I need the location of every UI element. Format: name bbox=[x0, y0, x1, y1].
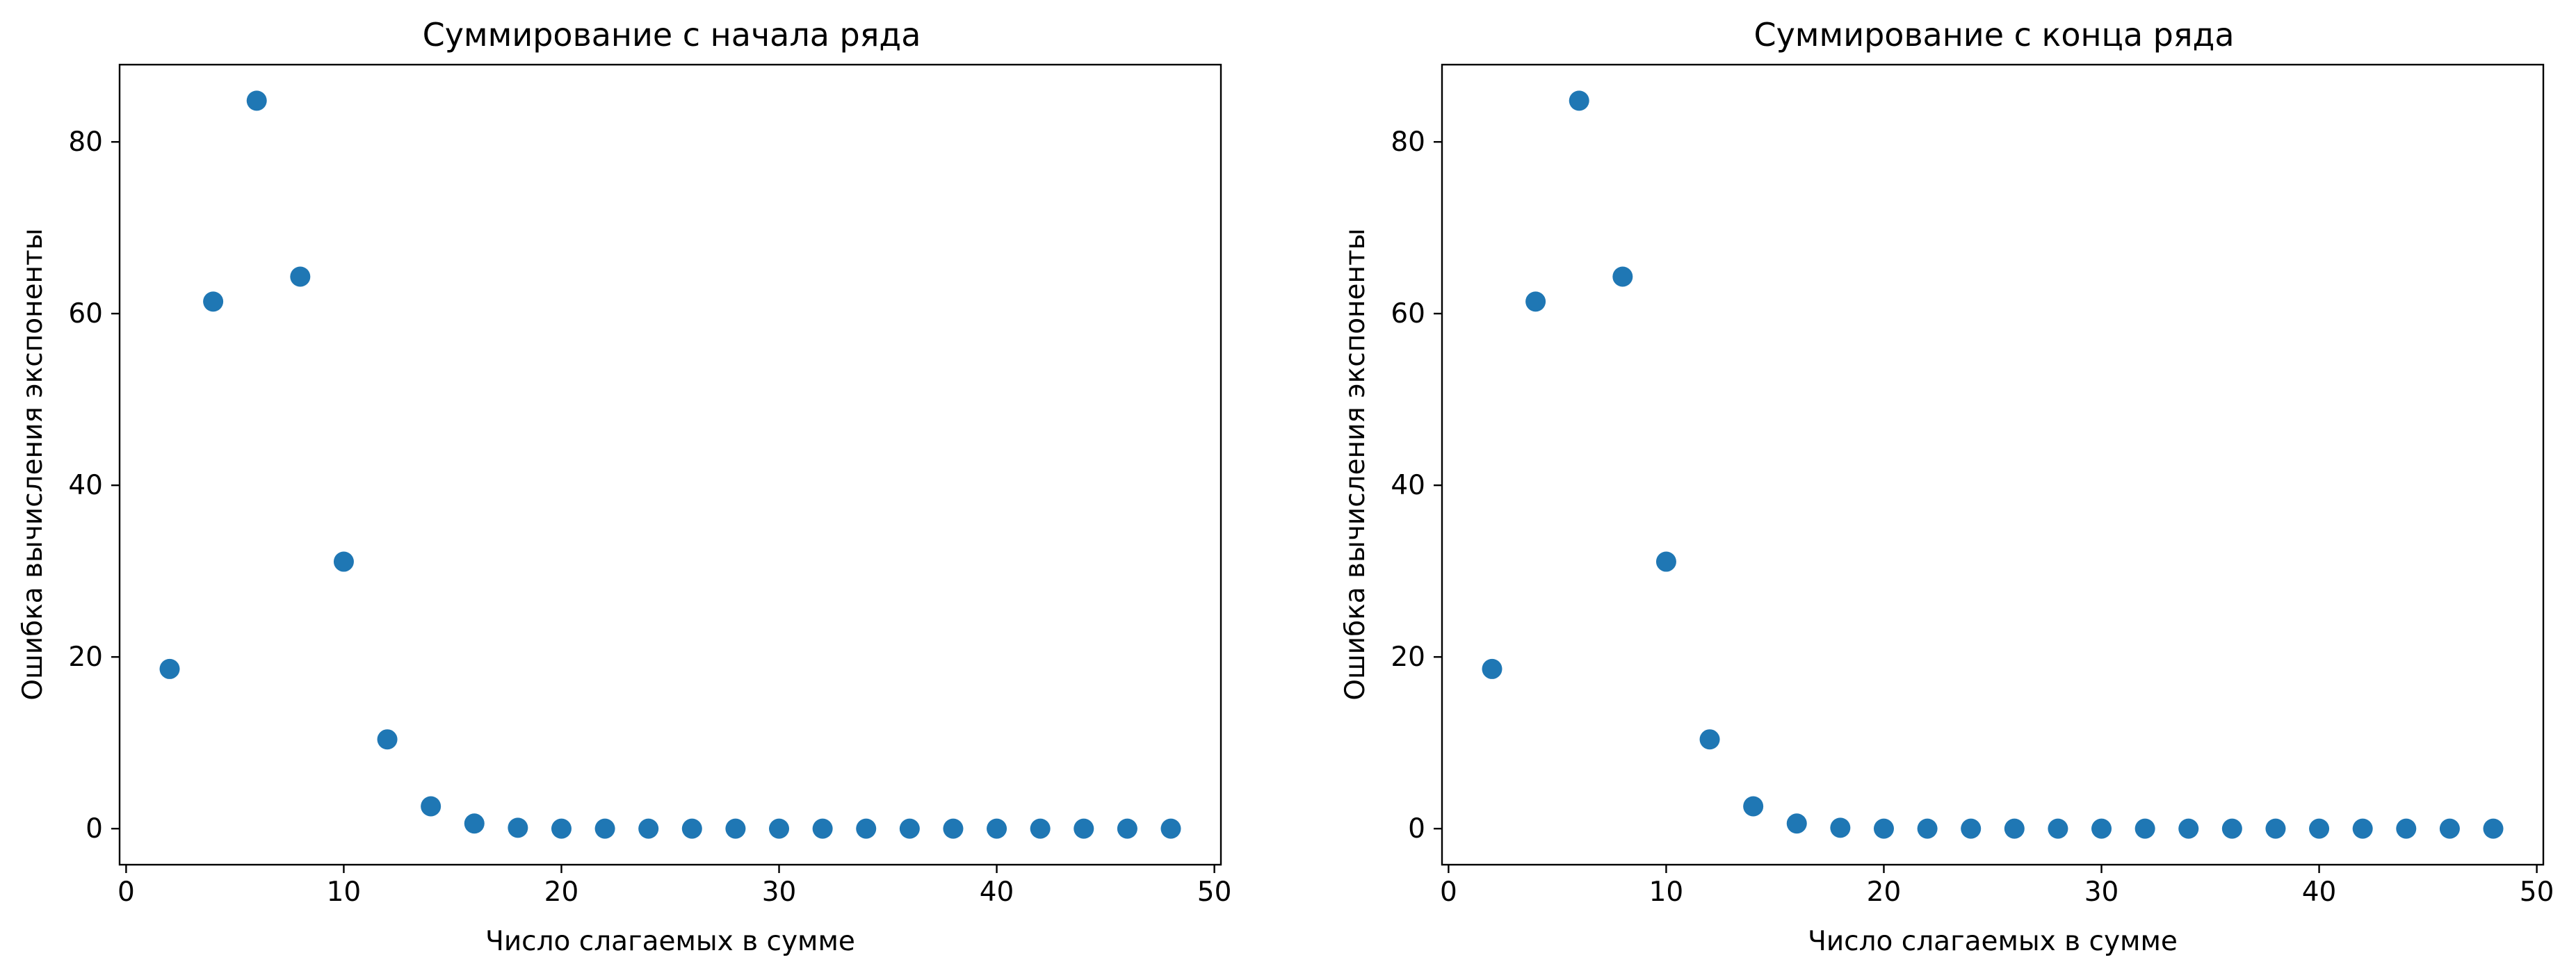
left-scatter-point bbox=[203, 291, 224, 312]
right-x-tick-label: 40 bbox=[2302, 877, 2337, 908]
right-y-tick-label: 60 bbox=[1391, 298, 1425, 329]
left-plot-frame bbox=[118, 63, 1222, 866]
left-x-axis-label: Число слагаемых в сумме bbox=[485, 926, 855, 957]
right-x-tick-label: 50 bbox=[2520, 877, 2554, 908]
left-scatter-points bbox=[159, 90, 1181, 839]
left-scatter-point bbox=[594, 818, 615, 839]
right-y-tick-label: 20 bbox=[1391, 642, 1425, 673]
left-x-axis-ticks: 0 10 20 30 40 50 bbox=[118, 865, 1231, 908]
left-y-tick-label: 0 bbox=[86, 813, 103, 845]
left-scatter-point bbox=[421, 796, 442, 817]
right-scatter-point bbox=[1569, 90, 1589, 111]
left-scatter-point bbox=[1074, 818, 1094, 839]
left-y-tick-label: 80 bbox=[68, 127, 103, 158]
right-x-tick-label: 30 bbox=[2084, 877, 2119, 908]
right-scatter-point bbox=[1917, 818, 1938, 839]
left-scatter-point bbox=[290, 266, 311, 287]
left-y-tick-label: 60 bbox=[68, 298, 103, 329]
left-scatter-point bbox=[987, 818, 1007, 839]
left-scatter-point bbox=[464, 813, 485, 834]
right-scatter-point bbox=[2091, 818, 2112, 839]
right-plot-title: Суммирование с конца ряда bbox=[1753, 16, 2234, 54]
right-scatter-point bbox=[1830, 817, 1851, 838]
right-x-tick-label: 20 bbox=[1867, 877, 1902, 908]
right-scatter-point bbox=[1482, 658, 1502, 679]
right-x-axis-label: Число слагаемых в сумме bbox=[1808, 926, 2178, 957]
right-x-axis-ticks: 0 10 20 30 40 50 bbox=[1440, 865, 2554, 908]
left-x-tick-label: 30 bbox=[762, 877, 797, 908]
right-scatter-point bbox=[1699, 729, 1720, 750]
left-x-tick-label: 10 bbox=[327, 877, 362, 908]
right-scatter-plot: Суммирование с конца ряда 0 10 20 30 40 50 0 2… bbox=[1340, 16, 2554, 957]
left-x-tick-label: 20 bbox=[544, 877, 579, 908]
left-scatter-point bbox=[246, 90, 267, 111]
right-scatter-point bbox=[2265, 818, 2286, 839]
right-scatter-point bbox=[2352, 818, 2373, 839]
left-scatter-point bbox=[377, 729, 398, 750]
left-scatter-point bbox=[812, 818, 833, 839]
left-y-tick-label: 40 bbox=[68, 470, 103, 501]
left-y-axis-ticks: 0 20 40 60 80 bbox=[68, 127, 120, 845]
right-y-axis-label: Ошибка вычисления экспоненты bbox=[1340, 228, 1371, 700]
right-x-tick-label: 10 bbox=[1649, 877, 1684, 908]
right-scatter-point bbox=[2134, 818, 2155, 839]
right-scatter-point bbox=[2439, 818, 2460, 839]
left-scatter-point bbox=[725, 818, 746, 839]
right-y-tick-label: 40 bbox=[1391, 470, 1425, 501]
left-scatter-point bbox=[159, 658, 180, 679]
left-x-tick-label: 50 bbox=[1197, 877, 1232, 908]
right-scatter-point bbox=[1655, 551, 1676, 572]
left-scatter-point bbox=[638, 818, 659, 839]
left-y-tick-label: 20 bbox=[68, 642, 103, 673]
left-scatter-point bbox=[1030, 818, 1051, 839]
right-y-tick-label: 0 bbox=[1408, 813, 1425, 845]
left-scatter-point bbox=[333, 551, 354, 572]
left-scatter-point bbox=[508, 817, 528, 838]
right-scatter-point bbox=[1786, 813, 1807, 834]
left-x-tick-label: 40 bbox=[980, 877, 1014, 908]
right-scatter-point bbox=[2483, 818, 2504, 839]
right-scatter-point bbox=[1612, 266, 1633, 287]
right-scatter-point bbox=[1743, 796, 1764, 817]
left-scatter-point bbox=[681, 818, 702, 839]
right-scatter-point bbox=[1873, 818, 1894, 839]
left-scatter-plot: Суммирование с начала ряда 0 10 20 30 40 50 0… bbox=[17, 16, 1231, 957]
right-scatter-point bbox=[1525, 291, 1546, 312]
right-scatter-point bbox=[2221, 818, 2242, 839]
right-plot-frame bbox=[1441, 63, 2545, 866]
right-scatter-point bbox=[1961, 818, 1982, 839]
right-scatter-points bbox=[1482, 90, 2504, 839]
left-scatter-point bbox=[856, 818, 877, 839]
right-scatter-point bbox=[2178, 818, 2199, 839]
left-scatter-point bbox=[943, 818, 964, 839]
right-x-tick-label: 0 bbox=[1440, 877, 1457, 908]
left-scatter-point bbox=[769, 818, 790, 839]
right-y-tick-label: 80 bbox=[1391, 127, 1425, 158]
right-scatter-point bbox=[2048, 818, 2068, 839]
left-scatter-point bbox=[551, 818, 572, 839]
left-scatter-point bbox=[899, 818, 920, 839]
right-scatter-point bbox=[2396, 818, 2417, 839]
left-x-tick-label: 0 bbox=[118, 877, 135, 908]
left-scatter-point bbox=[1160, 818, 1181, 839]
right-scatter-point bbox=[2309, 818, 2330, 839]
left-y-axis-label: Ошибка вычисления экспоненты bbox=[17, 228, 49, 700]
right-scatter-point bbox=[2004, 818, 2025, 839]
right-y-axis-ticks: 0 20 40 60 80 bbox=[1391, 127, 1442, 845]
left-plot-title: Суммирование с начала ряда bbox=[423, 16, 921, 54]
left-scatter-point bbox=[1117, 818, 1137, 839]
